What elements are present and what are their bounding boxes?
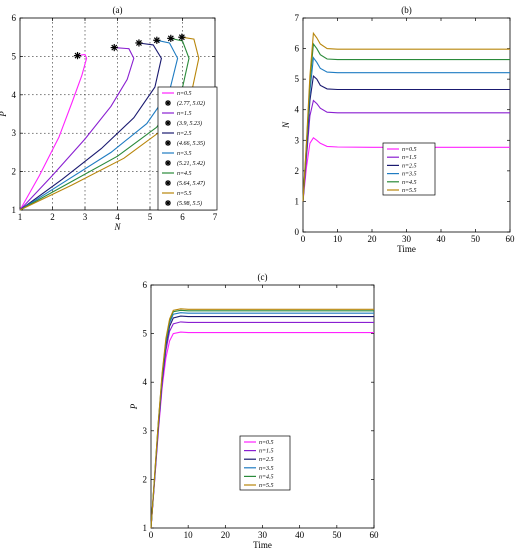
y-tick-label: 2 (295, 166, 300, 176)
x-tick-label: 4 (115, 212, 120, 222)
legend-item-label: (5.98, 5.5) (177, 200, 202, 207)
y-tick-label: 4 (12, 90, 17, 100)
y-tick-label: 6 (295, 44, 300, 54)
plot-area-c (150, 284, 375, 529)
y-axis-label: N (281, 121, 291, 129)
x-tick-label: 40 (295, 530, 305, 540)
equilibrium-star-marker (135, 39, 143, 47)
legend-star-icon (165, 100, 171, 106)
legend-box-b (382, 142, 436, 196)
y-tick-label: 5 (143, 329, 148, 339)
x-axis-label: Time (253, 540, 272, 550)
x-tick-label: 20 (368, 234, 378, 244)
y-axis-label: P (129, 403, 139, 410)
x-axis-label: Time (397, 244, 416, 254)
series-line-n=1.5 (19, 47, 135, 211)
legend-item-label: n=3.5 (259, 466, 274, 472)
legend-star-icon (165, 140, 171, 146)
y-tick-label: 4 (143, 377, 148, 387)
legend-item-label: n=0.5 (402, 147, 417, 153)
y-axis-label: P (0, 111, 8, 118)
y-tick-label: 4 (295, 105, 300, 115)
x-tick-label: 50 (471, 234, 481, 244)
legend-item-label: n=2.5 (177, 131, 192, 137)
x-tick-label: 3 (83, 212, 88, 222)
chart-title: (b) (401, 5, 412, 15)
x-tick-label: 2 (50, 212, 55, 222)
equilibrium-star-marker (167, 34, 175, 42)
legend-item-label: (2.77, 5.02) (177, 100, 205, 107)
legend-item-label: n=0.5 (177, 91, 192, 97)
y-tick-label: 3 (143, 426, 148, 436)
legend-star-icon (165, 180, 171, 186)
series-line-n=1.5 (302, 99, 510, 202)
legend-item-label: n=1.5 (402, 155, 417, 161)
series-line-n=0.5 (19, 53, 88, 211)
legend-item-label: n=4.5 (259, 473, 274, 480)
plot-area-b (302, 17, 511, 233)
legend-item-label: n=5.5 (177, 191, 192, 197)
x-axis-label: N (113, 222, 121, 232)
x-tick-label: 10 (333, 234, 343, 244)
y-tick-label: 2 (143, 474, 148, 484)
legend-item-label: n=2.5 (259, 457, 274, 463)
y-tick-label: 1 (143, 523, 148, 533)
series-line-n=5.5 (302, 31, 510, 202)
x-tick-label: 6 (180, 212, 185, 222)
legend-item-label: n=1.5 (259, 449, 274, 455)
legend-item-label: (4.66, 5.35) (177, 140, 205, 147)
y-tick-label: 6 (12, 13, 17, 23)
legend-star-icon (165, 200, 171, 206)
x-tick-label: 30 (258, 530, 268, 540)
y-tick-label: 6 (143, 280, 148, 290)
y-tick-label: 7 (295, 13, 300, 23)
y-tick-label: 3 (295, 135, 300, 145)
legend-item-label: n=2.5 (402, 163, 417, 169)
x-tick-label: 1 (18, 212, 23, 222)
x-tick-label: 0 (149, 530, 154, 540)
series-line-n=2.5 (19, 42, 162, 211)
x-tick-label: 5 (148, 212, 153, 222)
legend-item-label: (5.21, 5.42) (177, 160, 205, 167)
y-tick-label: 0 (295, 227, 300, 237)
x-tick-label: 40 (437, 234, 447, 244)
x-tick-label: 50 (332, 530, 342, 540)
legend-item-label: n=0.5 (259, 440, 274, 446)
equilibrium-star-marker (73, 52, 82, 60)
legend-item-label: n=3.5 (402, 172, 417, 178)
legend-item-label: n=3.5 (177, 151, 192, 157)
chart-title: (c) (258, 272, 268, 282)
x-tick-label: 0 (301, 234, 306, 244)
legend-item-label: (3.9, 5.23) (177, 120, 202, 127)
y-tick-label: 5 (295, 74, 300, 84)
legend-item-label: n=5.5 (402, 188, 417, 194)
equilibrium-star-marker (153, 36, 161, 44)
x-tick-label: 30 (402, 234, 412, 244)
x-tick-label: 60 (506, 234, 516, 244)
y-tick-label: 3 (12, 128, 17, 138)
x-tick-label: 10 (184, 530, 194, 540)
legend-item-label: n=4.5 (177, 170, 192, 177)
y-tick-label: 1 (12, 205, 17, 215)
x-tick-label: 60 (370, 530, 380, 540)
y-tick-label: 2 (12, 167, 17, 177)
chart-title: (a) (113, 5, 123, 15)
legend-star-icon (165, 120, 171, 126)
legend-star-icon (165, 160, 171, 166)
legend-box-a (157, 86, 218, 211)
x-tick-label: 20 (221, 530, 231, 540)
legend-item-label: n=5.5 (259, 483, 274, 489)
legend-item-label: (5.64, 5.47) (177, 180, 205, 187)
legend-box-c (239, 435, 291, 491)
equilibrium-star-marker (178, 33, 186, 41)
y-tick-label: 5 (12, 51, 17, 61)
legend-item-label: n=1.5 (177, 111, 192, 117)
equilibrium-star-marker (110, 43, 118, 52)
series-line-n=5.5 (150, 308, 374, 529)
y-tick-label: 1 (295, 196, 300, 206)
legend-item-label: n=4.5 (402, 179, 417, 186)
x-tick-label: 7 (213, 212, 218, 222)
